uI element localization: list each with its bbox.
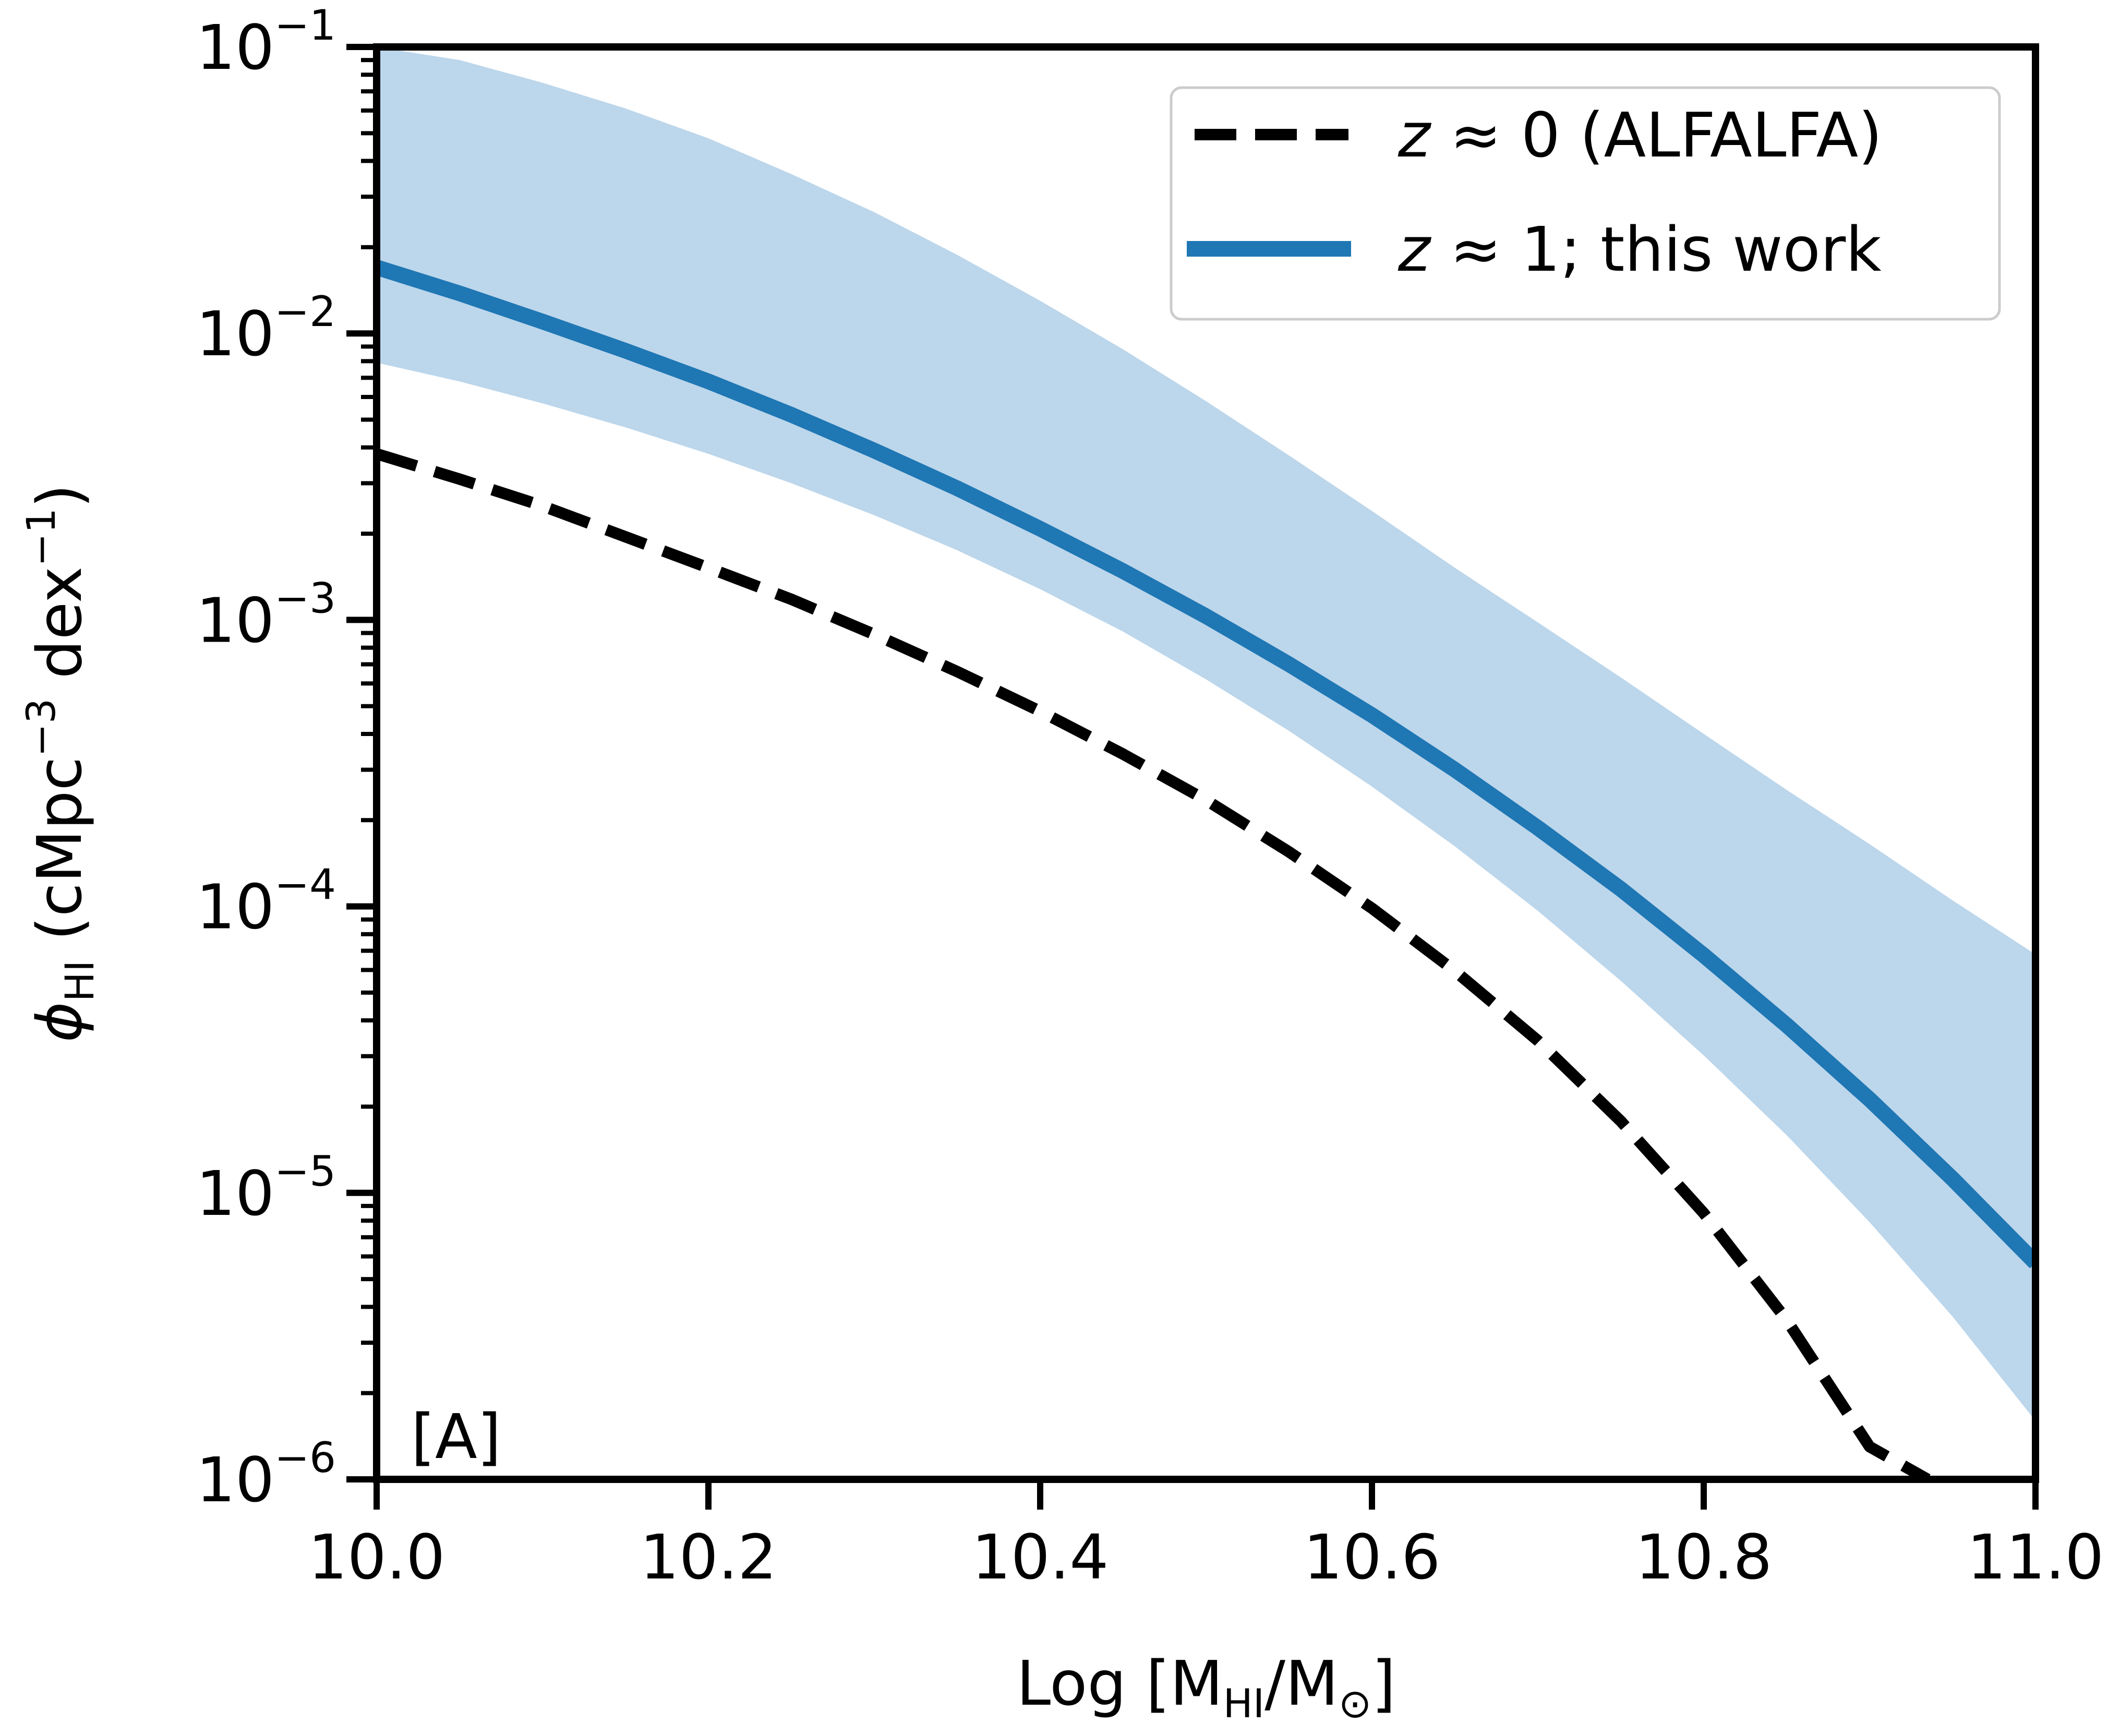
legend-box [1170,86,2001,321]
panel-label: [A] [411,1401,501,1473]
y-axis-title: ϕHI (cMpc−3 dex−1) [18,484,103,1042]
x-tick-label: 10.8 [1635,1521,1773,1593]
confidence-band-this-work [377,47,2035,1421]
plot-frame [373,43,2039,1483]
y-tick-label: 10−1 [196,1,336,83]
y-tick-label: 10−5 [196,1147,336,1229]
series-line-this-work [377,260,2035,1269]
y-tick-label: 10−2 [196,287,336,370]
x-axis-title: Log [MHI/M⊙] [1017,1647,1396,1727]
x-tick-label: 10.4 [972,1521,1109,1593]
x-tick-label: 10.0 [308,1521,445,1593]
series-line-alfalfa [377,448,1931,1479]
x-tick-label: 10.6 [1304,1521,1441,1593]
confidence-band-layer [377,47,2035,1421]
legend-label-alfalfa: z ≈ 0 (ALFALFA) [1398,99,1882,171]
x-tick-label: 11.0 [1967,1521,2104,1593]
x-tick-label: 10.2 [640,1521,777,1593]
legend: z ≈ 0 (ALFALFA) z ≈ 1; this work [1170,86,2001,321]
legend-label-this-work: z ≈ 1; this work [1398,213,1882,285]
y-tick-label: 10−3 [196,574,336,656]
x-axis-ticks: 10.0 10.2 10.4 10.6 10.8 11.0 [308,1479,2104,1593]
y-tick-label: 10−6 [196,1433,336,1516]
y-tick-label: 10−4 [196,861,336,943]
y-axis-ticks: 10−6 10−5 10−4 10−3 10−2 10−1 [196,1,377,1516]
series-line-layer [377,260,2035,1479]
